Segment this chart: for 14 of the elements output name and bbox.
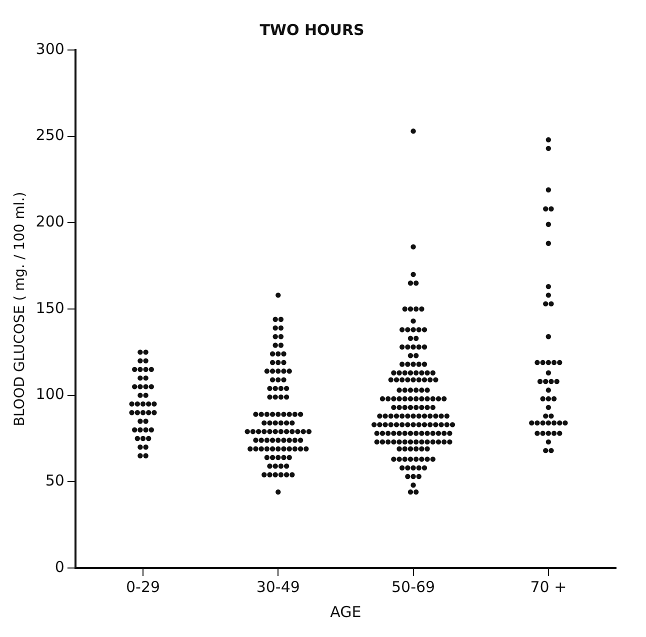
chart-title: TWO HOURS [260,20,364,39]
y-tick-label: 200 [36,212,64,231]
x-axis-title: AGE [330,602,362,621]
y-tick-label: 250 [36,126,64,144]
y-tick-label: 300 [36,40,64,58]
x-tick-label: 50-69 [391,578,436,596]
x-tick-label: 30-49 [256,578,300,596]
y-tick-label: 50 [45,472,64,490]
y-tick-label: 0 [54,558,64,576]
x-tick-label: 70 + [530,578,567,596]
y-axis-title: BLOOD GLUCOSE ( mg. / 100 ml.) [12,192,28,426]
y-tick-label: 150 [36,298,64,317]
x-tick-label: 0-29 [126,578,160,596]
y-tick-label: 100 [36,385,64,404]
